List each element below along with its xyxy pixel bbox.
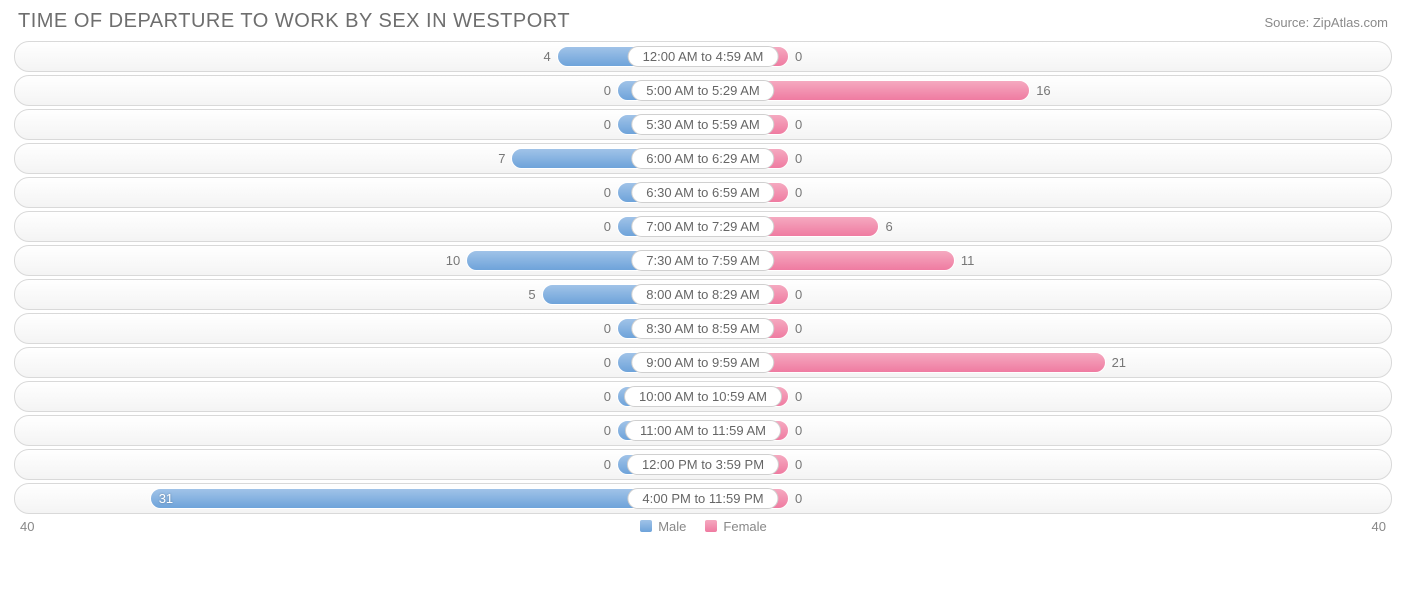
male-value: 5 xyxy=(528,280,535,309)
male-value: 0 xyxy=(604,450,611,479)
female-value: 0 xyxy=(795,178,802,207)
legend: Male Female xyxy=(639,519,767,534)
male-half: 4 xyxy=(15,42,703,71)
female-half: 16 xyxy=(703,76,1391,105)
female-swatch-icon xyxy=(704,519,718,533)
male-value: 0 xyxy=(604,76,611,105)
chart-row: 10 11 7:30 AM to 7:59 AM xyxy=(14,245,1392,276)
male-value: 31 xyxy=(159,489,173,508)
category-label: 6:30 AM to 6:59 AM xyxy=(631,182,774,203)
male-half: 0 xyxy=(15,450,703,479)
male-half: 0 xyxy=(15,314,703,343)
male-value: 7 xyxy=(498,144,505,173)
male-value: 0 xyxy=(604,382,611,411)
female-half: 21 xyxy=(703,348,1391,377)
category-label: 9:00 AM to 9:59 AM xyxy=(631,352,774,373)
chart-row: 0 0 11:00 AM to 11:59 AM xyxy=(14,415,1392,446)
axis-max-right: 40 xyxy=(1372,519,1386,534)
male-bar: 31 xyxy=(150,488,703,509)
category-label: 4:00 PM to 11:59 PM xyxy=(627,488,778,509)
female-value: 0 xyxy=(795,382,802,411)
male-value: 10 xyxy=(446,246,460,275)
chart-row: 0 0 8:30 AM to 8:59 AM xyxy=(14,313,1392,344)
male-half: 10 xyxy=(15,246,703,275)
chart-title: TIME OF DEPARTURE TO WORK BY SEX IN WEST… xyxy=(18,10,570,33)
legend-male: Male xyxy=(639,519,686,534)
category-label: 12:00 PM to 3:59 PM xyxy=(627,454,779,475)
male-value: 0 xyxy=(604,314,611,343)
male-half: 0 xyxy=(15,178,703,207)
female-half: 0 xyxy=(703,144,1391,173)
female-half: 0 xyxy=(703,280,1391,309)
male-swatch-icon xyxy=(639,519,653,533)
category-label: 12:00 AM to 4:59 AM xyxy=(628,46,779,67)
female-value: 0 xyxy=(795,144,802,173)
male-half: 0 xyxy=(15,212,703,241)
male-value: 0 xyxy=(604,110,611,139)
male-half: 0 xyxy=(15,416,703,445)
female-half: 6 xyxy=(703,212,1391,241)
axis-max-left: 40 xyxy=(20,519,34,534)
female-half: 0 xyxy=(703,416,1391,445)
female-half: 0 xyxy=(703,450,1391,479)
male-value: 0 xyxy=(604,348,611,377)
category-label: 7:00 AM to 7:29 AM xyxy=(631,216,774,237)
chart-row: 5 0 8:00 AM to 8:29 AM xyxy=(14,279,1392,310)
chart-source: Source: ZipAtlas.com xyxy=(1264,15,1388,30)
chart-row: 31 0 4:00 PM to 11:59 PM xyxy=(14,483,1392,514)
category-label: 11:00 AM to 11:59 AM xyxy=(625,420,781,441)
male-half: 0 xyxy=(15,348,703,377)
female-value: 6 xyxy=(885,212,892,241)
male-value: 0 xyxy=(604,178,611,207)
chart-row: 4 0 12:00 AM to 4:59 AM xyxy=(14,41,1392,72)
category-label: 8:30 AM to 8:59 AM xyxy=(631,318,774,339)
female-half: 0 xyxy=(703,484,1391,513)
chart-row: 0 6 7:00 AM to 7:29 AM xyxy=(14,211,1392,242)
female-value: 16 xyxy=(1036,76,1050,105)
category-label: 10:00 AM to 10:59 AM xyxy=(624,386,782,407)
female-half: 11 xyxy=(703,246,1391,275)
legend-male-label: Male xyxy=(658,519,686,534)
male-value: 4 xyxy=(543,42,550,71)
category-label: 6:00 AM to 6:29 AM xyxy=(631,148,774,169)
chart-row: 0 0 5:30 AM to 5:59 AM xyxy=(14,109,1392,140)
female-half: 0 xyxy=(703,110,1391,139)
chart-row: 0 16 5:00 AM to 5:29 AM xyxy=(14,75,1392,106)
male-value: 0 xyxy=(604,416,611,445)
diverging-bar-chart: 4 0 12:00 AM to 4:59 AM 0 16 5:00 AM to 5:29 … xyxy=(14,41,1392,514)
chart-row: 7 0 6:00 AM to 6:29 AM xyxy=(14,143,1392,174)
female-value: 0 xyxy=(795,484,802,513)
male-half: 5 xyxy=(15,280,703,309)
chart-row: 0 0 12:00 PM to 3:59 PM xyxy=(14,449,1392,480)
female-value: 0 xyxy=(795,450,802,479)
female-value: 0 xyxy=(795,42,802,71)
chart-row: 0 0 10:00 AM to 10:59 AM xyxy=(14,381,1392,412)
female-value: 0 xyxy=(795,280,802,309)
category-label: 7:30 AM to 7:59 AM xyxy=(631,250,774,271)
category-label: 8:00 AM to 8:29 AM xyxy=(631,284,774,305)
category-label: 5:30 AM to 5:59 AM xyxy=(631,114,774,135)
female-half: 0 xyxy=(703,382,1391,411)
male-half: 0 xyxy=(15,110,703,139)
female-value: 11 xyxy=(961,246,975,275)
male-value: 0 xyxy=(604,212,611,241)
legend-female: Female xyxy=(704,519,766,534)
male-half: 0 xyxy=(15,382,703,411)
female-value: 0 xyxy=(795,110,802,139)
female-value: 0 xyxy=(795,314,802,343)
female-half: 0 xyxy=(703,314,1391,343)
chart-row: 0 0 6:30 AM to 6:59 AM xyxy=(14,177,1392,208)
male-half: 31 xyxy=(15,484,703,513)
male-half: 7 xyxy=(15,144,703,173)
female-value: 21 xyxy=(1112,348,1126,377)
chart-header: TIME OF DEPARTURE TO WORK BY SEX IN WEST… xyxy=(14,10,1392,33)
female-value: 0 xyxy=(795,416,802,445)
chart-footer: 40 Male Female 40 xyxy=(14,517,1392,534)
male-half: 0 xyxy=(15,76,703,105)
category-label: 5:00 AM to 5:29 AM xyxy=(631,80,774,101)
female-half: 0 xyxy=(703,178,1391,207)
female-half: 0 xyxy=(703,42,1391,71)
legend-female-label: Female xyxy=(723,519,766,534)
chart-row: 0 21 9:00 AM to 9:59 AM xyxy=(14,347,1392,378)
